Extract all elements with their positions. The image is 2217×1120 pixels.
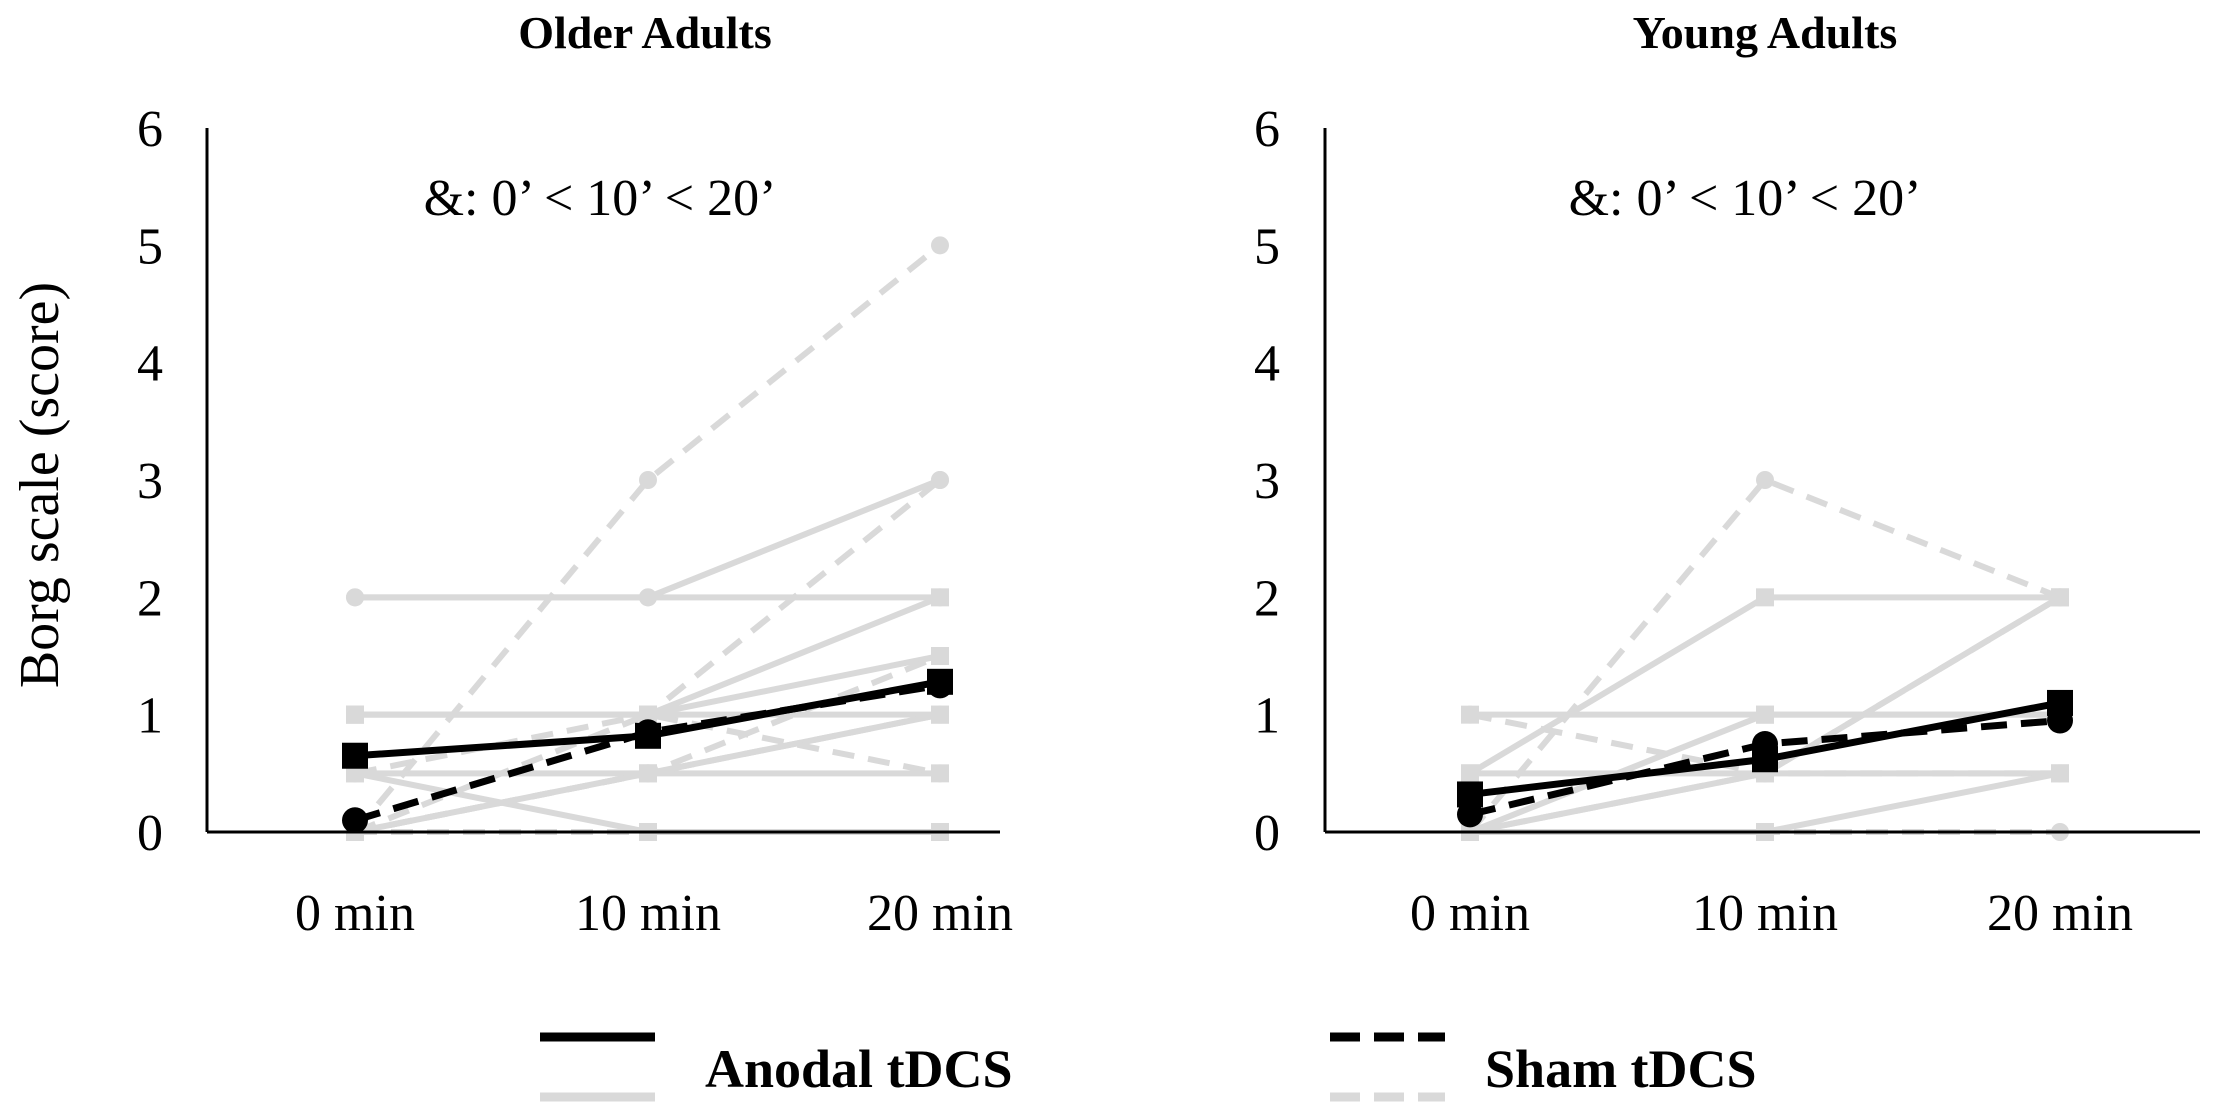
panel-young-adults: Young Adults &: 0’ < 10’ < 20’ 0 1 2 3 4 5 6 0 … [1254,7,2200,942]
chart-title: Young Adults [1633,7,1898,58]
x-tick-label: 0 min [1410,885,1530,942]
individual-line-anodal [355,477,942,601]
data-point-circle [635,719,661,746]
data-point-circle [2051,588,2069,607]
data-point-circle [2047,707,2073,734]
y-tick-label: 2 [1254,570,1280,627]
legend-item-sham: Sham tDCS [1330,1032,1757,1102]
y-tick-label: 3 [137,453,163,510]
data-point-circle [931,236,949,255]
y-tick-label: 6 [1254,101,1280,158]
data-point-circle [931,471,949,489]
y-tick-label: 5 [137,218,163,275]
y-tick-label: 4 [1254,336,1280,393]
y-tick-label: 0 [137,805,163,862]
data-point-circle [1752,731,1778,757]
panel-older-adults: Older Adults Borg scale (score) &: 0’ < … [9,7,1013,942]
data-point-circle [1756,471,1774,489]
data-point-circle [639,705,657,724]
x-tick-label: 20 min [867,885,1013,942]
data-point-circle [1457,801,1483,828]
legend-item-anodal: Anodal tDCS [540,1032,1013,1102]
data-point-circle [931,647,949,665]
data-point-circle [346,588,364,607]
individual-line-sham [352,242,942,834]
data-point-circle [931,764,949,783]
x-tick-label: 10 min [1692,885,1838,942]
y-tick-label: 6 [137,101,163,158]
x-tick-label: 20 min [1987,885,2133,942]
y-axis-label: Borg scale (score) [9,282,71,688]
data-point-circle [639,588,657,607]
x-tick-label: 10 min [575,885,721,942]
legend-label-sham: Sham tDCS [1485,1039,1757,1099]
data-point-circle [639,764,657,783]
data-point-square [342,742,368,769]
legend: Anodal tDCS Sham tDCS [540,1032,1757,1102]
chart-title: Older Adults [518,7,772,58]
y-tick-label: 4 [137,336,163,393]
data-point-square [931,588,949,607]
data-point-circle [639,471,657,489]
data-point-circle [1461,705,1479,724]
data-point-square [346,705,364,724]
data-point-circle [2051,764,2069,783]
y-tick-label: 1 [1254,688,1280,745]
legend-label-anodal: Anodal tDCS [705,1039,1013,1099]
y-tick-label: 0 [1254,805,1280,862]
data-point-square [1461,764,1479,783]
individual-line-sham [1467,477,2062,834]
y-tick-label: 1 [137,688,163,745]
data-point-circle [346,764,364,783]
data-point-circle [927,672,953,699]
data-point-square [1756,588,1774,607]
data-point-circle [342,807,368,834]
individual-line-sham [353,711,941,835]
data-point-circle [931,705,949,724]
y-tick-label: 2 [137,570,163,627]
data-point-square [1756,705,1774,724]
y-tick-label: 5 [1254,218,1280,275]
significance-annotation: &: 0’ < 10’ < 20’ [1569,170,1922,227]
x-tick-label: 0 min [295,885,415,942]
significance-annotation: &: 0’ < 10’ < 20’ [424,170,777,227]
y-tick-label: 3 [1254,453,1280,510]
